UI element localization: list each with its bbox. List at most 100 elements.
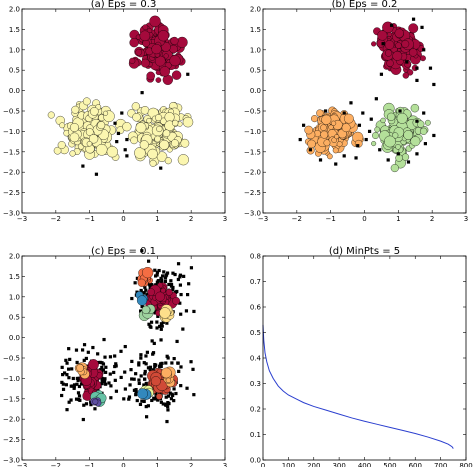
noise-point: [158, 324, 162, 328]
x-tick-label: −1: [85, 462, 95, 467]
y-tick-label: −0.5: [244, 108, 261, 116]
noise-point: [334, 162, 338, 166]
noise-point: [169, 279, 173, 283]
noise-point: [60, 393, 64, 398]
noise-point: [164, 273, 169, 277]
noise-point: [65, 361, 69, 365]
noise-point: [135, 398, 139, 403]
noise-point: [172, 357, 176, 361]
cluster-point: [396, 112, 408, 124]
noise-point: [166, 356, 170, 360]
cluster-point: [90, 107, 99, 116]
noise-point: [178, 275, 182, 279]
chart-title: (c) Eps = 0.1: [91, 246, 156, 257]
noise-point: [155, 270, 160, 274]
cluster-point: [334, 134, 340, 140]
noise-point: [132, 377, 136, 381]
noise-point: [167, 401, 171, 406]
noise-point: [406, 160, 411, 164]
noise-point: [140, 399, 144, 403]
noise-point: [77, 394, 82, 398]
cluster-point: [332, 147, 339, 154]
noise-point: [174, 391, 178, 396]
noise-point: [61, 387, 66, 391]
y-tick-label: 0.4: [250, 355, 262, 363]
noise-point: [386, 158, 390, 162]
noise-point: [91, 345, 95, 350]
noise-point: [108, 355, 113, 359]
noise-point: [398, 109, 402, 113]
cluster-point: [162, 129, 171, 138]
noise-point: [76, 378, 80, 383]
noise-point: [151, 351, 156, 355]
y-tick-label: −1.5: [244, 148, 261, 156]
cluster-point: [392, 51, 403, 61]
noise-point: [423, 142, 427, 146]
noise-point: [174, 290, 178, 294]
x-tick-label: 2: [189, 215, 193, 223]
noise-point: [169, 284, 174, 288]
noise-point: [147, 322, 151, 326]
x-tick-label: −1: [85, 215, 95, 223]
cluster-point: [182, 116, 194, 128]
x-tick-label: 600: [409, 462, 422, 467]
noise-point: [147, 259, 151, 263]
cluster-point: [150, 376, 161, 387]
noise-point: [298, 137, 302, 142]
noise-point: [389, 23, 394, 27]
noise-point: [159, 322, 164, 326]
noise-point: [86, 350, 90, 354]
noise-point: [71, 376, 75, 381]
noise-point: [84, 402, 89, 406]
noise-point: [72, 383, 77, 387]
noise-point: [420, 25, 424, 29]
noise-point: [125, 137, 129, 142]
x-tick-label: 1: [396, 215, 400, 223]
cluster-point: [374, 126, 381, 133]
cluster-point: [410, 136, 421, 147]
y-tick-label: 0.5: [9, 67, 20, 75]
noise-point: [67, 347, 71, 351]
noise-point: [67, 400, 71, 404]
noise-point: [114, 362, 118, 366]
cluster-point: [71, 105, 80, 114]
noise-point: [74, 348, 79, 352]
noise-point: [178, 273, 183, 277]
cluster-point: [149, 159, 157, 167]
noise-point: [134, 393, 138, 397]
noise-point: [139, 356, 143, 360]
noise-point: [415, 119, 419, 123]
noise-point: [153, 268, 157, 272]
noise-point: [104, 370, 108, 374]
noise-point: [323, 109, 328, 113]
cluster-point: [394, 28, 404, 38]
cluster-point: [401, 153, 410, 161]
noise-point: [152, 341, 156, 346]
line-panel-d: (d) MinPts = 5 0 100 200 300 400 500 600 700 800 0…: [250, 246, 473, 467]
noise-point: [81, 164, 85, 168]
noise-point: [161, 402, 165, 406]
noise-point: [149, 325, 153, 329]
x-tick-label: 3: [223, 215, 227, 223]
cluster-point: [154, 55, 166, 67]
noise-point: [379, 72, 384, 76]
noise-point: [100, 365, 104, 369]
cluster-point: [164, 112, 175, 123]
y-tick-label: 1.0: [9, 46, 20, 54]
noise-point: [113, 121, 117, 125]
cluster-point: [159, 66, 171, 77]
cluster-point: [392, 132, 399, 139]
noise-point: [82, 343, 87, 347]
noise-point: [82, 403, 86, 407]
y-tick-label: 0.7: [250, 278, 261, 286]
noise-point: [128, 383, 132, 387]
noise-point: [160, 278, 164, 282]
noise-point: [179, 312, 183, 316]
cluster-point: [401, 40, 410, 48]
cluster-point: [320, 124, 327, 131]
noise-point: [172, 387, 176, 391]
noise-point: [109, 396, 113, 400]
y-tick-label: −2.0: [3, 416, 20, 424]
cluster-point: [135, 48, 143, 56]
